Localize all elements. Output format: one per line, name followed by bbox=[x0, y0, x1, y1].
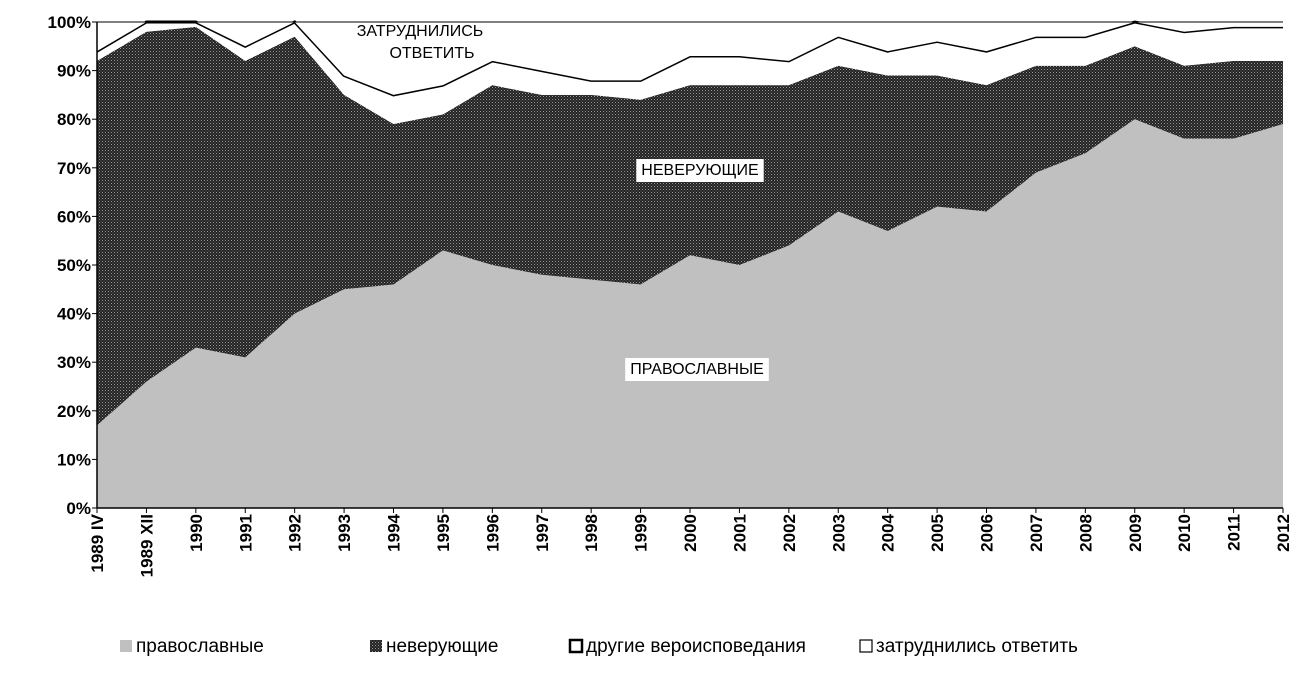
area bbox=[97, 119, 1283, 508]
x-tick-label: 1997 bbox=[533, 514, 552, 552]
annotation-text: ОТВЕТИТЬ bbox=[389, 45, 474, 62]
y-tick-label: 90% bbox=[57, 62, 91, 81]
y-tick-label: 60% bbox=[57, 207, 91, 226]
y-tick-label: 50% bbox=[57, 256, 91, 275]
x-tick-label: 2007 bbox=[1027, 514, 1046, 552]
y-tick-label: 80% bbox=[57, 110, 91, 129]
annotation-text: НЕВЕРУЮЩИЕ bbox=[641, 162, 758, 179]
legend-swatch bbox=[859, 639, 873, 653]
x-tick-label: 1993 bbox=[335, 514, 354, 552]
y-tick-label: 40% bbox=[57, 305, 91, 324]
x-tick-label: 1992 bbox=[286, 514, 305, 552]
y-tick-label: 0% bbox=[66, 499, 91, 518]
y-tick-label: 100% bbox=[48, 13, 91, 32]
annotation: ПРАВОСЛАВНЫЕ bbox=[625, 358, 769, 381]
x-tick-label: 2004 bbox=[879, 513, 898, 551]
annotation-bg bbox=[625, 358, 769, 381]
area bbox=[97, 22, 1283, 125]
x-tick-label: 2000 bbox=[681, 514, 700, 552]
x-tick-label: 2012 bbox=[1274, 514, 1293, 552]
annotation-bg bbox=[636, 159, 764, 182]
x-tick-label: 2003 bbox=[829, 514, 848, 552]
annotation-text: ПРАВОСЛАВНЫЕ bbox=[630, 361, 764, 378]
annotation: ЗАТРУДНИЛИСЬ ОТВЕТИТЬ bbox=[357, 23, 484, 62]
x-tick-label: 2009 bbox=[1126, 514, 1145, 552]
legend-swatch bbox=[120, 640, 132, 652]
y-tick-label: 20% bbox=[57, 402, 91, 421]
x-tick-label: 2002 bbox=[780, 514, 799, 552]
area bbox=[97, 22, 1283, 95]
annotation: НЕВЕРУЮЩИЕ bbox=[636, 159, 764, 182]
y-tick-label: 10% bbox=[57, 450, 91, 469]
x-tick-label: 1998 bbox=[582, 514, 601, 552]
x-tick-label: 2008 bbox=[1076, 514, 1095, 552]
x-tick-label: 1989 XII bbox=[137, 514, 156, 577]
legend-swatch bbox=[370, 640, 382, 652]
x-tick-label: 1999 bbox=[632, 514, 651, 552]
y-tick-label: 30% bbox=[57, 353, 91, 372]
legend-label: православные bbox=[136, 636, 264, 657]
x-tick-label: 1989 IV bbox=[88, 513, 107, 572]
x-tick-label: 1994 bbox=[385, 513, 404, 551]
x-tick-label: 2005 bbox=[928, 514, 947, 552]
x-tick-label: 1996 bbox=[483, 514, 502, 552]
x-tick-label: 1991 bbox=[236, 514, 255, 552]
x-tick-label: 2006 bbox=[978, 514, 997, 552]
annotation-text: ЗАТРУДНИЛИСЬ bbox=[357, 23, 484, 40]
legend-label: другие вероисповедания bbox=[586, 636, 806, 657]
legend-swatch bbox=[568, 638, 584, 654]
legend-label: неверующие bbox=[386, 636, 498, 657]
x-tick-label: 1995 bbox=[434, 514, 453, 552]
legend-label: затруднились ответить bbox=[876, 636, 1078, 657]
x-tick-label: 2011 bbox=[1225, 514, 1244, 551]
area bbox=[97, 26, 1283, 426]
x-tick-label: 2001 bbox=[730, 514, 749, 552]
y-tick-label: 70% bbox=[57, 159, 91, 178]
x-tick-label: 2010 bbox=[1175, 514, 1194, 552]
x-tick-label: 1990 bbox=[187, 514, 206, 552]
